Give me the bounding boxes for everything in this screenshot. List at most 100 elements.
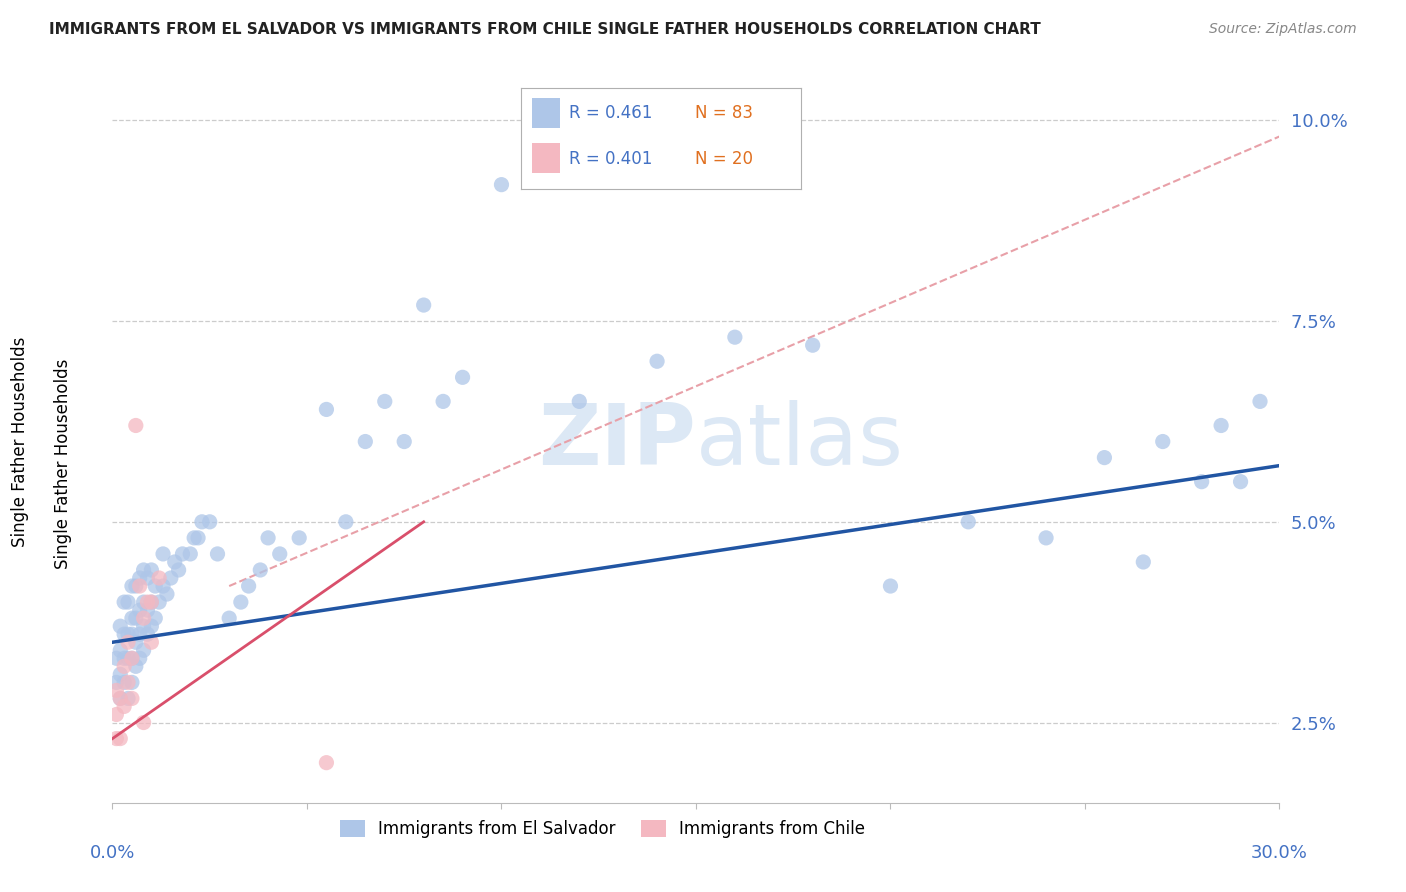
Point [1094,450,1116,465]
Point [152,579,174,593]
Point [257,531,280,545]
Point [143,579,166,593]
Point [1209,418,1232,433]
Point [128,571,150,585]
Point [1035,531,1057,545]
Point [229,595,252,609]
Point [1152,434,1174,449]
Point [354,434,377,449]
Point [167,563,190,577]
Point [110,619,132,633]
Point [179,547,201,561]
Point [191,515,214,529]
Point [143,611,166,625]
Point [112,595,135,609]
Point [121,691,143,706]
Point [112,699,135,714]
Point [117,635,139,649]
Point [269,547,291,561]
Point [315,756,337,770]
Point [105,707,128,722]
Point [141,563,163,577]
Text: Source: ZipAtlas.com: Source: ZipAtlas.com [1209,22,1357,37]
Point [125,579,148,593]
Point [136,571,159,585]
Point [394,434,416,449]
Point [163,555,186,569]
Point [105,675,128,690]
Text: atlas: atlas [696,400,904,483]
Point [136,603,159,617]
Point [1249,394,1271,409]
Point [432,394,454,409]
Text: Single Father Households: Single Father Households [55,359,72,569]
Point [110,691,132,706]
Point [238,579,260,593]
Point [110,731,132,746]
Point [105,731,128,746]
Point [132,715,155,730]
Point [1229,475,1251,489]
Point [412,298,434,312]
Point [148,595,170,609]
Point [724,330,747,344]
Point [112,627,135,641]
Text: IMMIGRANTS FROM EL SALVADOR VS IMMIGRANTS FROM CHILE SINGLE FATHER HOUSEHOLDS CO: IMMIGRANTS FROM EL SALVADOR VS IMMIGRANT… [49,22,1040,37]
Point [117,691,139,706]
Point [121,579,143,593]
Point [128,651,150,665]
Point [136,595,159,609]
Point [117,675,139,690]
Point [121,651,143,665]
Point [121,651,143,665]
Point [121,675,143,690]
Point [128,627,150,641]
Point [374,394,396,409]
Point [132,643,155,657]
Point [132,619,155,633]
Point [141,595,163,609]
Point [141,595,163,609]
Point [152,547,174,561]
Point [112,659,135,673]
Point [136,627,159,641]
Point [491,178,513,192]
Point [1132,555,1154,569]
Point [198,515,221,529]
Point [121,611,143,625]
Point [128,603,150,617]
Point [110,667,132,681]
Point [249,563,271,577]
Point [125,659,148,673]
Point [121,627,143,641]
Point [957,515,980,529]
Point [125,635,148,649]
Point [172,547,194,561]
Point [141,619,163,633]
Point [879,579,901,593]
Point [112,651,135,665]
Point [105,683,128,698]
Point [141,635,163,649]
Text: 0.0%: 0.0% [90,845,135,863]
Point [125,418,148,433]
Point [117,651,139,665]
Point [132,611,155,625]
Point [645,354,668,368]
Point [110,643,132,657]
Point [132,563,155,577]
Point [132,595,155,609]
Point [128,579,150,593]
Point [218,611,240,625]
Point [156,587,179,601]
Y-axis label: Single Father Households: Single Father Households [11,336,30,547]
Point [125,611,148,625]
Point [183,531,205,545]
Point [187,531,209,545]
Point [160,571,183,585]
Point [1191,475,1213,489]
Point [288,531,311,545]
Text: 30.0%: 30.0% [1251,845,1308,863]
Point [112,675,135,690]
Point [207,547,229,561]
